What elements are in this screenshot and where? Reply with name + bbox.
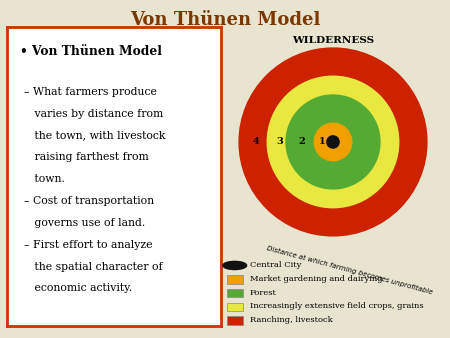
Text: 4: 4 <box>252 138 259 146</box>
Circle shape <box>314 123 352 161</box>
Text: 3: 3 <box>276 138 283 146</box>
Text: Market gardening and dairying: Market gardening and dairying <box>250 275 382 283</box>
Text: – What farmers produce: – What farmers produce <box>24 87 157 97</box>
Bar <box>227 275 243 284</box>
Text: Von Thünen Model: Von Thünen Model <box>130 11 320 29</box>
Text: Forest: Forest <box>250 289 277 297</box>
Text: raising farthest from: raising farthest from <box>24 152 148 162</box>
Text: • Von Thünen Model: • Von Thünen Model <box>20 45 162 58</box>
Bar <box>227 303 243 311</box>
Bar <box>227 289 243 297</box>
Text: – First effort to analyze: – First effort to analyze <box>24 240 153 250</box>
Circle shape <box>239 48 427 236</box>
Text: 2: 2 <box>299 138 306 146</box>
Text: varies by distance from: varies by distance from <box>24 109 163 119</box>
Circle shape <box>327 136 339 148</box>
Text: town.: town. <box>24 174 65 184</box>
Text: economic activity.: economic activity. <box>24 283 132 293</box>
Text: Central City: Central City <box>250 261 301 269</box>
Text: Increasingly extensive field crops, grains: Increasingly extensive field crops, grai… <box>250 303 423 310</box>
Text: WILDERNESS: WILDERNESS <box>292 36 374 45</box>
Circle shape <box>267 76 399 208</box>
Text: 1: 1 <box>319 138 325 146</box>
Bar <box>227 316 243 325</box>
Text: – Cost of transportation: – Cost of transportation <box>24 196 154 206</box>
Text: governs use of land.: governs use of land. <box>24 218 145 228</box>
Text: the town, with livestock: the town, with livestock <box>24 130 165 141</box>
Circle shape <box>223 261 247 269</box>
Text: Distance at which farming becomes unprofitable: Distance at which farming becomes unprof… <box>266 245 433 295</box>
Text: the spatial character of: the spatial character of <box>24 262 162 271</box>
Text: Ranching, livestock: Ranching, livestock <box>250 316 333 324</box>
Circle shape <box>286 95 380 189</box>
